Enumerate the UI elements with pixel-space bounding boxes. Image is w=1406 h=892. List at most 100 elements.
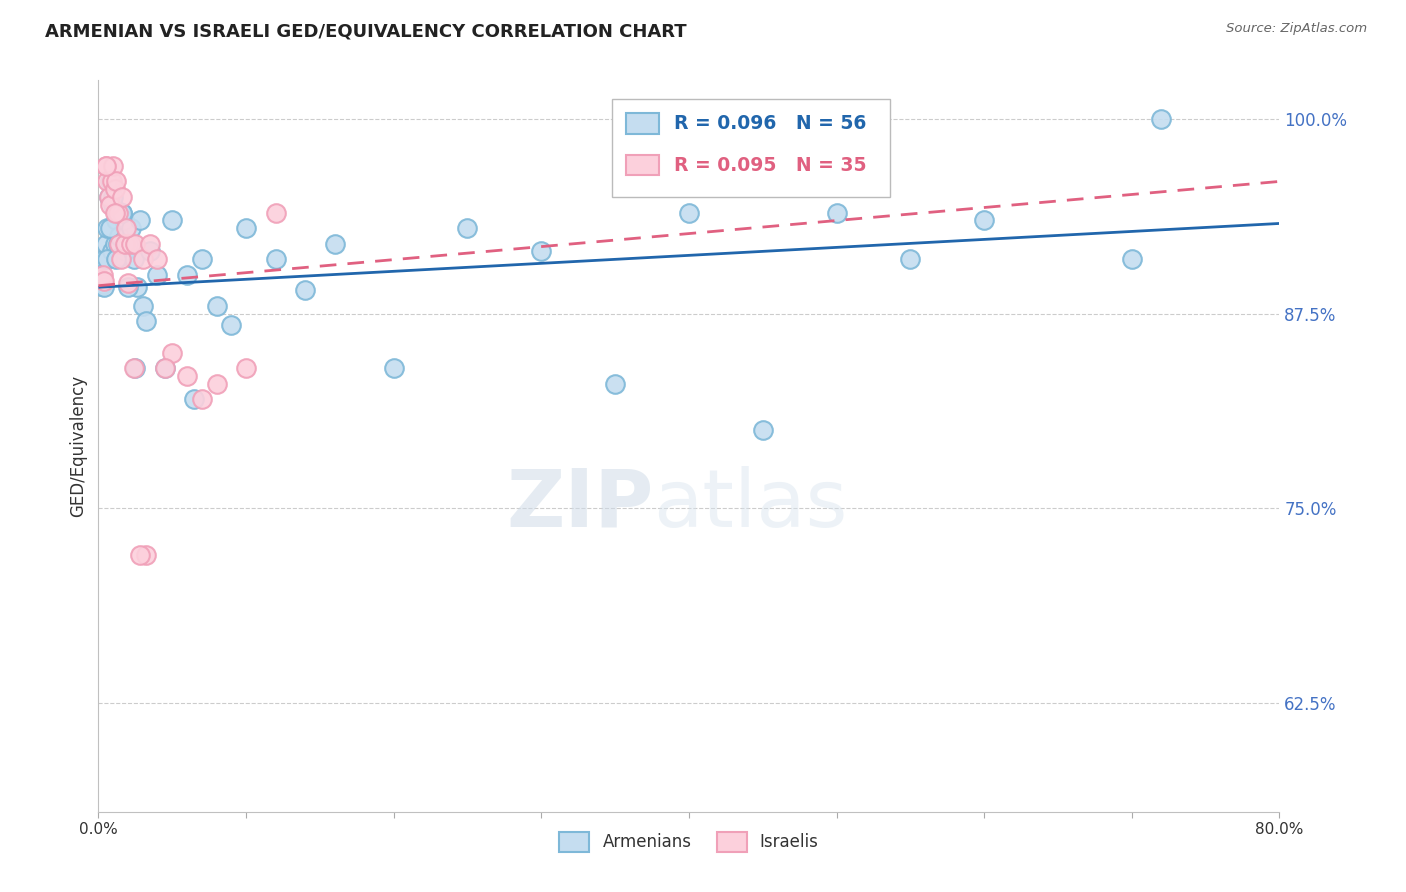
- Point: [135, 314, 157, 328]
- Point: [97, 190, 120, 204]
- Point: [752, 424, 775, 438]
- Point: [111, 205, 134, 219]
- Point: [117, 276, 139, 290]
- Point: [382, 361, 405, 376]
- Point: [176, 268, 198, 282]
- Point: [114, 236, 136, 251]
- Point: [100, 244, 122, 259]
- Point: [139, 244, 162, 259]
- Point: [678, 205, 700, 219]
- Text: Source: ZipAtlas.com: Source: ZipAtlas.com: [1226, 22, 1367, 36]
- Legend: Armenians, Israelis: Armenians, Israelis: [553, 826, 825, 858]
- Point: [104, 236, 127, 251]
- Point: [146, 252, 169, 267]
- Point: [97, 190, 120, 204]
- Point: [96, 221, 118, 235]
- Point: [110, 249, 132, 263]
- Point: [111, 190, 134, 204]
- Point: [205, 299, 228, 313]
- Point: [93, 252, 115, 267]
- Point: [96, 252, 118, 267]
- Point: [605, 376, 627, 391]
- Point: [103, 198, 125, 212]
- Point: [98, 221, 121, 235]
- Point: [105, 174, 128, 188]
- Point: [103, 159, 125, 173]
- Bar: [626, 155, 659, 176]
- Point: [135, 548, 157, 562]
- Point: [128, 548, 150, 562]
- Point: [294, 284, 316, 298]
- Point: [176, 368, 198, 383]
- Point: [122, 252, 145, 267]
- Point: [122, 361, 145, 376]
- Point: [264, 252, 287, 267]
- Point: [825, 205, 848, 219]
- Point: [457, 221, 479, 235]
- Point: [94, 236, 117, 251]
- Y-axis label: GED/Equivalency: GED/Equivalency: [69, 375, 87, 517]
- Text: ZIP: ZIP: [506, 466, 654, 543]
- Point: [139, 236, 162, 251]
- Point: [235, 221, 257, 235]
- FancyBboxPatch shape: [612, 99, 890, 197]
- Point: [973, 213, 995, 227]
- Point: [124, 236, 146, 251]
- Point: [98, 174, 121, 188]
- Point: [146, 268, 169, 282]
- Point: [191, 252, 214, 267]
- Point: [205, 376, 228, 391]
- Point: [104, 205, 127, 219]
- Point: [104, 182, 127, 196]
- Point: [110, 252, 132, 267]
- Point: [221, 318, 243, 332]
- Point: [162, 345, 183, 359]
- Text: R = 0.095   N = 35: R = 0.095 N = 35: [673, 155, 866, 175]
- Point: [900, 252, 922, 267]
- Point: [235, 361, 257, 376]
- Point: [128, 213, 150, 227]
- Point: [105, 213, 128, 227]
- Point: [1150, 112, 1173, 127]
- Point: [115, 221, 138, 235]
- Point: [132, 252, 155, 267]
- Point: [530, 244, 553, 259]
- Point: [153, 361, 176, 376]
- Point: [100, 174, 122, 188]
- Point: [264, 205, 287, 219]
- Point: [125, 280, 148, 294]
- Point: [114, 244, 136, 259]
- Point: [120, 221, 142, 235]
- Point: [132, 299, 155, 313]
- Text: atlas: atlas: [654, 466, 848, 543]
- Text: ARMENIAN VS ISRAELI GED/EQUIVALENCY CORRELATION CHART: ARMENIAN VS ISRAELI GED/EQUIVALENCY CORR…: [45, 22, 686, 40]
- Point: [103, 190, 125, 204]
- Text: R = 0.096   N = 56: R = 0.096 N = 56: [673, 114, 866, 133]
- Point: [90, 278, 112, 293]
- Point: [91, 268, 114, 282]
- Point: [107, 205, 129, 219]
- Point: [112, 213, 135, 227]
- Point: [90, 272, 112, 286]
- Point: [111, 205, 134, 219]
- Point: [98, 198, 121, 212]
- Point: [107, 236, 129, 251]
- Point: [108, 228, 131, 243]
- Point: [120, 236, 142, 251]
- Bar: [626, 113, 659, 134]
- Point: [108, 236, 131, 251]
- Point: [93, 274, 115, 288]
- Point: [162, 213, 183, 227]
- Point: [91, 277, 114, 292]
- Point: [105, 252, 128, 267]
- Point: [117, 280, 139, 294]
- Point: [117, 236, 139, 251]
- Point: [153, 361, 176, 376]
- Point: [1121, 252, 1143, 267]
- Point: [93, 280, 115, 294]
- Point: [124, 361, 146, 376]
- Point: [96, 174, 118, 188]
- Point: [183, 392, 205, 407]
- Point: [191, 392, 214, 407]
- Point: [94, 159, 117, 173]
